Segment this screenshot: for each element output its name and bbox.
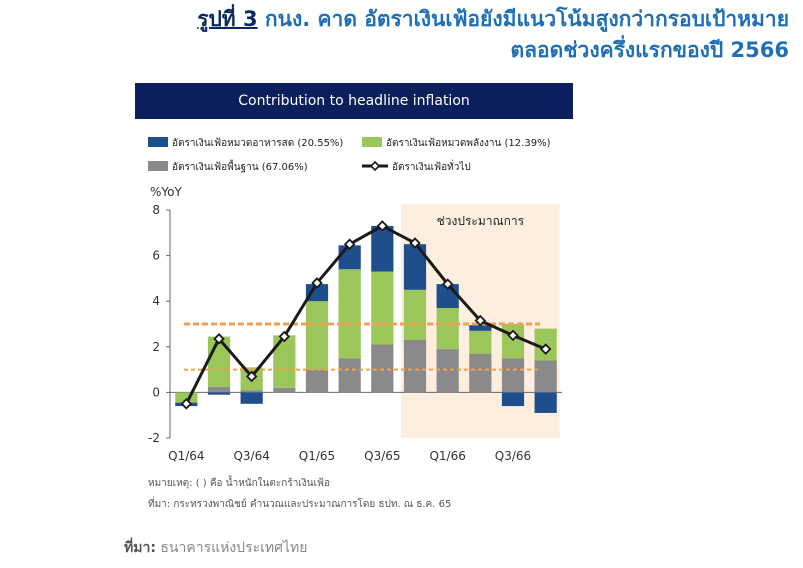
bar-segment <box>371 225 394 272</box>
headline-point <box>213 333 225 345</box>
figure-number: รูปที่ 3 <box>197 7 258 31</box>
headline-point <box>180 398 193 410</box>
x-tick-label: Q1/66 <box>429 449 465 463</box>
legend-label: อัตราเงินเฟ้อหมวดพลังงาน (12.39%) <box>386 137 551 149</box>
headline-point <box>539 343 552 355</box>
x-tick-label: Q3/64 <box>233 449 269 463</box>
bar-segment <box>240 392 263 404</box>
data-source-note: ที่มา: กระทรวงพาณิชย์ คำนวณและประมาณการโ… <box>148 499 452 510</box>
headline-point <box>343 238 356 250</box>
headline-point <box>376 220 389 232</box>
y-tick-label: 2 <box>152 340 160 354</box>
heading-title-line1: กนง. คาด อัตราเงินเฟ้อยังมีแนวโน้มสูงกว่… <box>264 7 789 31</box>
bar-segment <box>305 369 329 393</box>
bar-segment <box>338 358 361 393</box>
headline-point <box>409 237 421 249</box>
headline-point <box>441 278 454 290</box>
y-tick-label: 8 <box>152 203 160 217</box>
bar-segment <box>175 392 198 403</box>
bar-segment <box>501 358 525 393</box>
bar-segment <box>371 271 394 345</box>
y-tick-label: 0 <box>152 385 160 399</box>
bar-segment <box>469 325 492 331</box>
headline-point <box>474 314 487 327</box>
bar-segment <box>436 349 459 393</box>
x-tick-label: Q1/64 <box>168 449 204 463</box>
headline-point <box>311 277 323 289</box>
headline-line <box>184 224 547 405</box>
y-axis-label: %YoY <box>150 185 182 199</box>
source-line: ที่มา: ธนาคารแห่งประเทศไทย <box>124 537 307 559</box>
bar-segment <box>534 392 557 413</box>
headline-point <box>245 370 258 383</box>
legend-label: อัตราเงินเฟ้อทั่วไป <box>392 159 471 173</box>
y-tick-label: -2 <box>148 431 160 445</box>
headline-point <box>507 329 519 342</box>
bar-segment <box>240 390 263 393</box>
y-tick-label: 4 <box>152 294 160 308</box>
headline-point <box>278 330 291 343</box>
bar-segment <box>305 301 329 370</box>
y-tick-label: 6 <box>152 249 160 263</box>
weight-note: หมายเหตุ: ( ) คือ น้ำหนักในตะกร้าเงินเฟ้… <box>148 478 330 489</box>
bar-segment <box>273 335 296 388</box>
legend-swatch <box>148 137 168 147</box>
legend-label: อัตราเงินเฟ้อพื้นฐาน (67.06%) <box>172 159 308 173</box>
bar-segment <box>273 387 296 393</box>
bar-segment <box>403 289 427 340</box>
legend-marker <box>369 160 381 172</box>
bar-segment <box>469 330 492 354</box>
x-tick-label: Q3/65 <box>364 449 400 463</box>
bar-segment <box>501 392 525 407</box>
x-tick-label: Q1/65 <box>299 449 335 463</box>
chart-heading: รูปที่ 3 กนง. คาด อัตราเงินเฟ้อยังมีแนวโ… <box>197 4 789 66</box>
bar-segment <box>403 244 427 290</box>
bar-segment <box>469 353 492 393</box>
bar-segment <box>207 392 231 395</box>
forecast-label: ช่วงประมาณการ <box>437 214 525 228</box>
source-text: ธนาคารแห่งประเทศไทย <box>160 540 308 556</box>
heading-title-line2: ตลอดช่วงครึ่งแรกของปี 2566 <box>510 38 789 62</box>
bar-segment <box>403 339 427 393</box>
source-label: ที่มา: <box>124 540 156 556</box>
legend-swatch <box>148 161 168 171</box>
heading-line-1: รูปที่ 3 กนง. คาด อัตราเงินเฟ้อยังมีแนวโ… <box>197 4 789 35</box>
inflation-contribution-chart: ช่วงประมาณการ -2 0 2 4 6 8 %YoY Q1/64 Q3/64 Q1/65 Q… <box>148 137 562 463</box>
bar-segment <box>338 269 361 359</box>
x-tick-label: Q3/66 <box>495 449 531 463</box>
bar-segment <box>436 308 459 350</box>
bar-segment <box>371 344 394 393</box>
legend-swatch <box>362 137 382 147</box>
bar-segment <box>207 386 231 393</box>
chart-title: Contribution to headline inflation <box>135 83 573 119</box>
legend-label: อัตราเงินเฟ้อหมวดอาหารสด (20.55%) <box>172 137 343 149</box>
bar-segment <box>305 284 329 302</box>
bar-segment <box>534 360 557 393</box>
